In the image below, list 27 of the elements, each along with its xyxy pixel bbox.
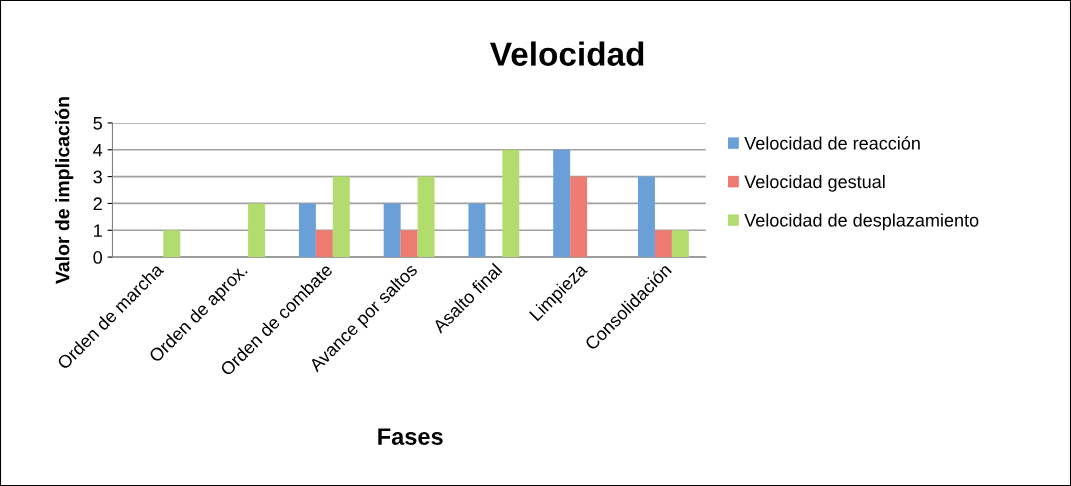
bar xyxy=(383,203,401,258)
bar xyxy=(163,230,181,258)
bar xyxy=(553,149,571,258)
y-tick-label: 5 xyxy=(93,117,102,130)
bar xyxy=(502,149,520,258)
y-tick-label: 4 xyxy=(93,143,103,157)
bar xyxy=(637,176,655,258)
bar xyxy=(332,176,350,258)
chart-title: Velocidad xyxy=(490,41,644,66)
bar xyxy=(671,230,689,258)
bar xyxy=(400,230,418,258)
bar xyxy=(315,230,333,258)
legend-label: Velocidad de reacción xyxy=(744,136,920,150)
legend-label: Velocidad gestual xyxy=(744,174,885,192)
bar xyxy=(248,203,266,258)
bar xyxy=(298,203,316,258)
y-tick-label: 0 xyxy=(93,251,103,264)
y-tick-label: 1 xyxy=(94,224,102,237)
bar xyxy=(570,176,588,258)
y-tick-label: 3 xyxy=(93,170,102,184)
y-axis-title: Valor de implicación xyxy=(54,97,74,284)
bar xyxy=(654,230,672,258)
x-axis-title: Fases xyxy=(378,428,443,445)
legend-label: Velocidad de desplazamiento xyxy=(744,213,979,231)
bar xyxy=(417,176,435,258)
y-tick-label: 2 xyxy=(93,197,102,210)
bar xyxy=(468,203,486,258)
